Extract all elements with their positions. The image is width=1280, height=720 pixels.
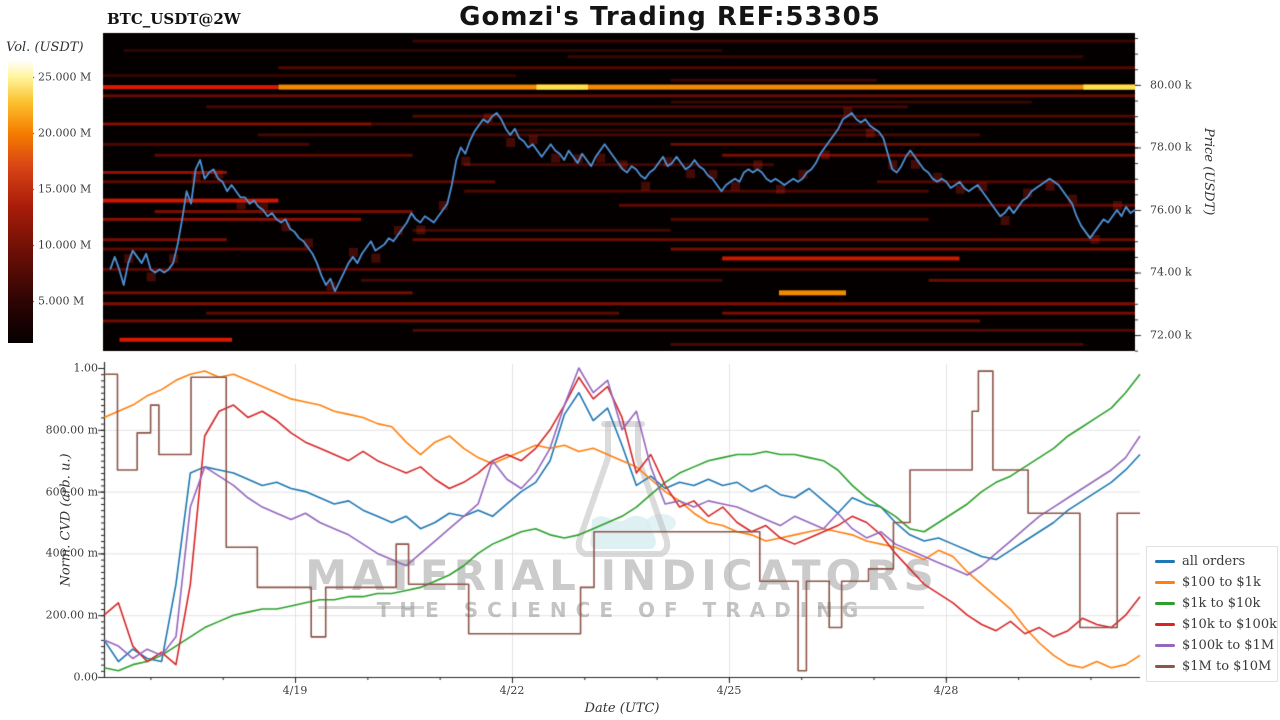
legend-label: $100k to $1M [1182, 638, 1275, 653]
legend-swatch [1155, 602, 1175, 605]
legend: all orders $100 to $1k $1k to $10k $10k … [1146, 546, 1278, 682]
legend-label: $100 to $1k [1182, 575, 1261, 590]
legend-entry-all-orders: all orders [1155, 554, 1269, 569]
legend-label: $1k to $10k [1182, 596, 1261, 611]
legend-entry-10k-100k: $10k to $100k [1155, 617, 1277, 632]
legend-label: $1M to $10M [1182, 659, 1272, 674]
legend-label: $10k to $100k [1182, 617, 1277, 632]
legend-swatch [1155, 644, 1175, 647]
legend-swatch [1155, 581, 1175, 584]
legend-swatch [1155, 560, 1175, 563]
legend-entry-1k-10k: $1k to $10k [1155, 596, 1269, 611]
volume-colorbar [8, 60, 33, 343]
legend-entry-1M-10M: $1M to $10M [1155, 659, 1272, 674]
legend-swatch [1155, 665, 1175, 668]
legend-entry-100k-1M: $100k to $1M [1155, 638, 1274, 653]
legend-label: all orders [1182, 554, 1246, 569]
legend-entry-100-1k: $100 to $1k [1155, 575, 1269, 590]
legend-swatch [1155, 623, 1175, 626]
